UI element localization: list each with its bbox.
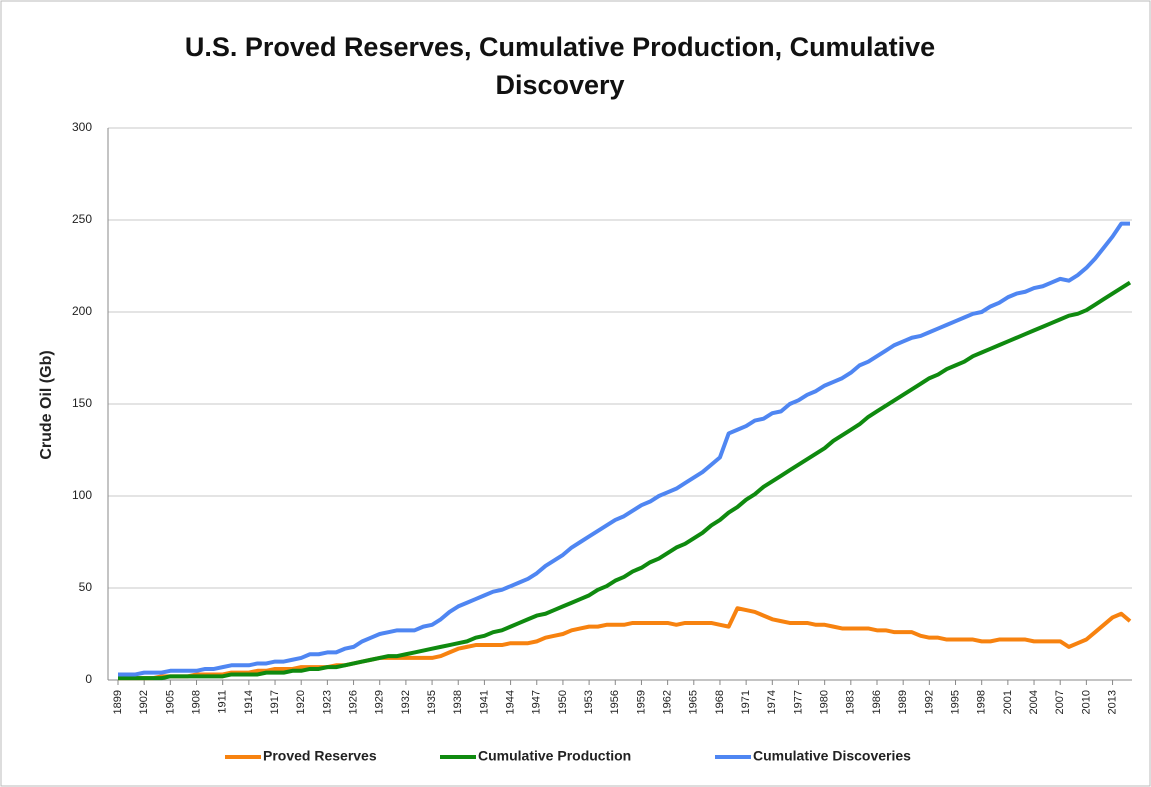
x-tick-label: 1986 <box>871 690 883 714</box>
x-tick-label: 1920 <box>295 690 307 714</box>
x-tick-label: 1947 <box>531 690 543 714</box>
x-tick-label: 1992 <box>923 690 935 714</box>
series-line <box>118 280 1132 681</box>
x-tick-label: 1974 <box>766 690 778 714</box>
x-tick-label: 1941 <box>478 690 490 714</box>
x-tick-label: 2001 <box>1002 690 1014 714</box>
x-tick-label: 2013 <box>1106 690 1118 714</box>
y-tick-label: 250 <box>72 212 92 226</box>
x-tick-label: 1932 <box>400 690 412 714</box>
y-tick-label: 100 <box>72 488 92 502</box>
x-tick-label: 1929 <box>374 690 386 714</box>
x-tick-label: 2004 <box>1028 690 1040 714</box>
legend-label: Cumulative Discoveries <box>753 748 911 764</box>
x-tick-label: 1977 <box>792 690 804 714</box>
x-tick-label: 1908 <box>190 690 202 714</box>
x-tick-label: 1944 <box>504 690 516 714</box>
x-tick-label: 1953 <box>583 690 595 714</box>
x-tick-label: 1926 <box>347 690 359 714</box>
y-axis-label: Crude Oil (Gb) <box>38 350 55 459</box>
y-tick-label: 0 <box>85 672 92 686</box>
x-tick-label: 1998 <box>976 690 988 714</box>
x-tick-label: 1971 <box>740 690 752 714</box>
chart-title: U.S. Proved Reserves, Cumulative Product… <box>184 32 936 100</box>
legend-label: Proved Reserves <box>263 748 377 764</box>
x-tick-label: 1983 <box>845 690 857 714</box>
x-tick-label: 1923 <box>321 690 333 714</box>
x-tick-label: 2007 <box>1054 690 1066 714</box>
y-tick-label: 150 <box>72 396 92 410</box>
x-tick-label: 1935 <box>426 690 438 714</box>
x-tick-label: 2010 <box>1080 690 1092 714</box>
x-tick-label: 1950 <box>557 690 569 714</box>
x-tick-label: 1956 <box>609 690 621 714</box>
x-tick-label: 1959 <box>635 690 647 714</box>
x-tick-label: 1962 <box>662 690 674 714</box>
x-tick-label: 1938 <box>452 690 464 714</box>
x-tick-label: 1917 <box>269 690 281 714</box>
x-tick-label: 1899 <box>112 690 124 714</box>
x-tick-label: 1968 <box>714 690 726 714</box>
y-tick-label: 300 <box>72 120 92 134</box>
series-line <box>118 221 1130 677</box>
series-line <box>118 606 1132 681</box>
x-tick-label: 1965 <box>688 690 700 714</box>
x-tick-label: 1911 <box>217 690 229 714</box>
y-tick-label: 50 <box>79 580 93 594</box>
x-tick-label: 1905 <box>164 690 176 714</box>
x-tick-label: 1914 <box>243 690 255 714</box>
y-tick-label: 200 <box>72 304 92 318</box>
x-tick-label: 1980 <box>819 690 831 714</box>
x-tick-label: 1989 <box>897 690 909 714</box>
x-tick-label: 1995 <box>949 690 961 714</box>
legend-label: Cumulative Production <box>478 748 631 764</box>
x-tick-label: 1902 <box>138 690 150 714</box>
